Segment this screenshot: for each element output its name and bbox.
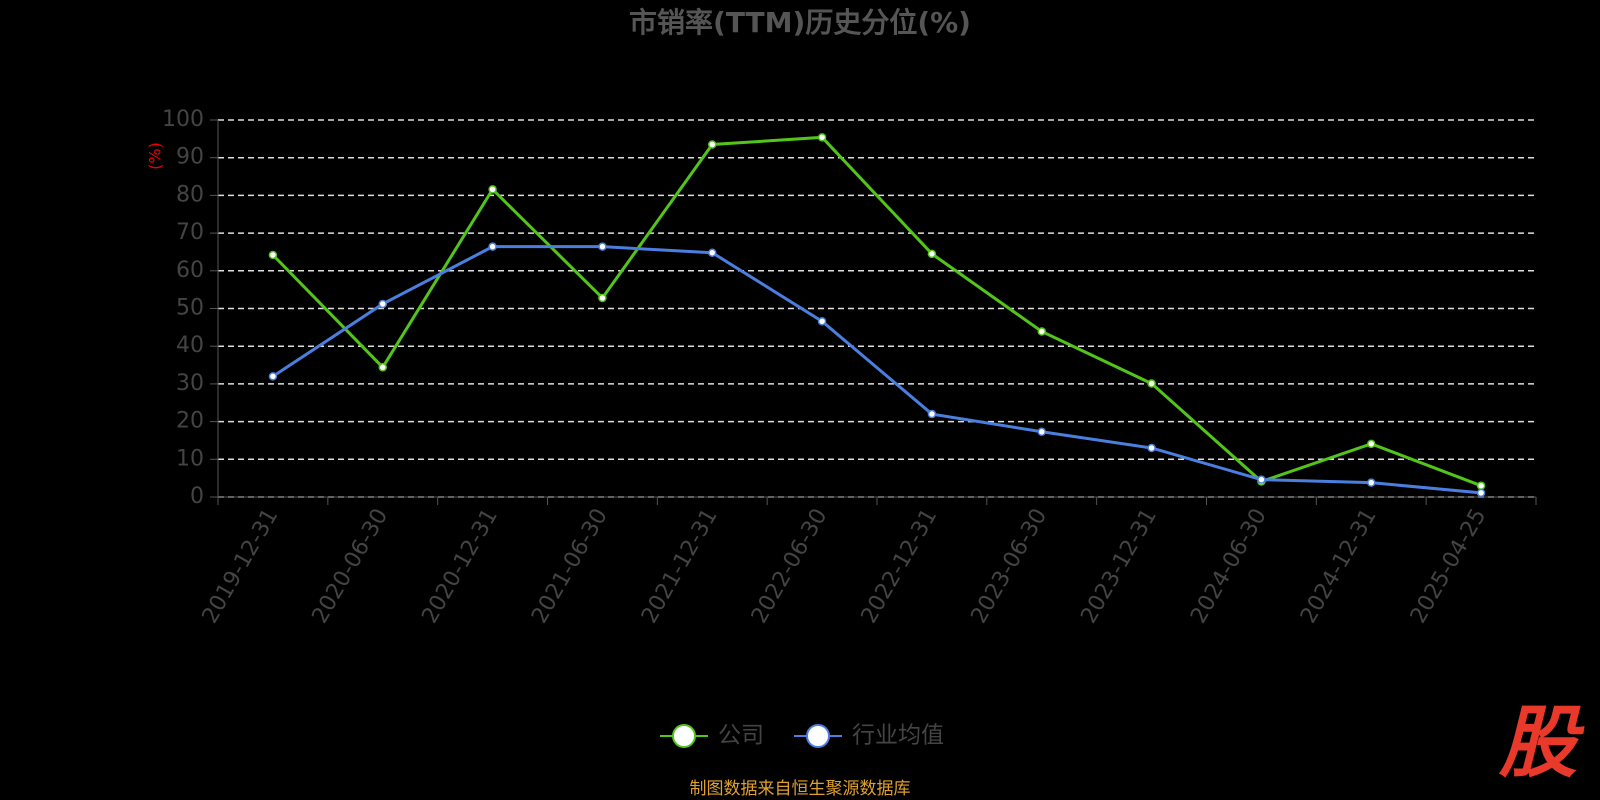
y-tick-label: 20	[176, 409, 204, 434]
data-point	[817, 317, 827, 326]
data-point	[1257, 475, 1266, 484]
y-tick-label: 40	[176, 333, 204, 358]
data-point	[268, 250, 278, 260]
y-axis-label: (%)	[146, 142, 165, 170]
data-point	[488, 185, 497, 194]
y-tick-label: 100	[162, 107, 204, 132]
logo: 股	[1498, 698, 1585, 788]
data-point	[927, 409, 937, 419]
series-line	[271, 135, 1482, 488]
y-tick-label: 10	[176, 446, 204, 471]
source-note: 制图数据来自恒生聚源数据库	[690, 779, 911, 799]
data-point	[1367, 439, 1376, 449]
data-point	[1037, 327, 1046, 336]
data-point	[378, 299, 387, 309]
data-point	[378, 363, 387, 372]
data-point	[708, 140, 717, 149]
data-point	[1367, 478, 1376, 487]
data-point	[817, 133, 827, 142]
data-point	[708, 248, 717, 257]
legend-marker	[806, 724, 830, 748]
y-tick-label: 90	[176, 145, 204, 170]
legend-label: 公司	[718, 723, 764, 749]
legend-marker	[672, 724, 696, 748]
chart-title: 市销率(TTM)历史分位(%)	[629, 6, 971, 39]
y-tick-label: 60	[176, 258, 204, 283]
data-point	[1476, 488, 1486, 498]
y-tick-label: 80	[176, 182, 204, 207]
series-line	[272, 245, 1482, 495]
data-point	[598, 293, 607, 303]
y-tick-label: 70	[176, 220, 204, 245]
data-point	[1147, 443, 1156, 453]
data-point	[927, 249, 937, 259]
y-tick-label: 50	[176, 296, 204, 321]
y-tick-label: 0	[190, 484, 204, 509]
data-point	[598, 242, 607, 251]
data-point	[268, 372, 278, 381]
data-point	[1147, 379, 1156, 388]
legend-label: 行业均值	[852, 723, 944, 749]
data-point	[1476, 481, 1486, 490]
y-tick-label: 30	[176, 371, 204, 396]
data-point	[1037, 427, 1046, 437]
data-point	[488, 242, 497, 251]
